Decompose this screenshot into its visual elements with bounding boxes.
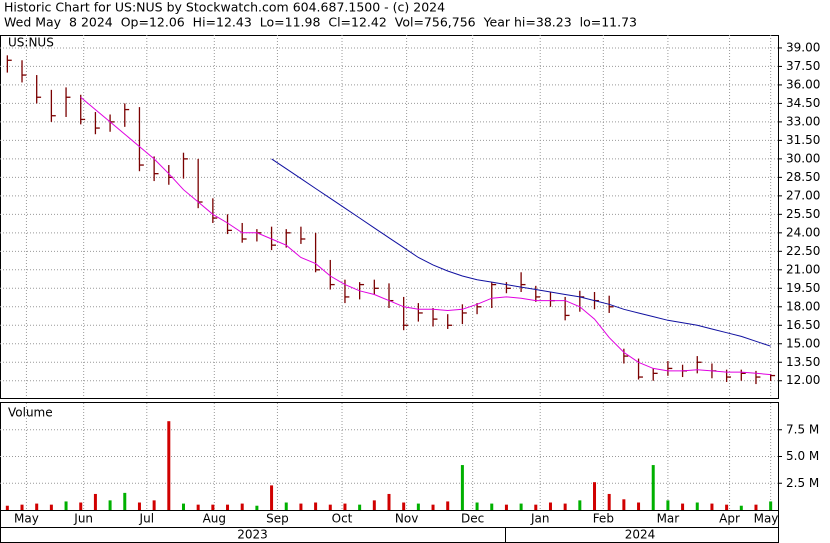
volume-bar (49, 504, 53, 510)
y-tick-label: 30.00 (786, 151, 820, 165)
y-tick-label: 25.50 (786, 207, 820, 221)
y-tick-label: 2.5 M (786, 476, 819, 490)
volume-bar (754, 504, 758, 510)
volume-bar (446, 501, 450, 510)
x-tick-label: May (754, 512, 779, 526)
year-label: 2024 (625, 528, 656, 542)
volume-bar (299, 503, 303, 510)
volume-bar (93, 493, 97, 510)
volume-bar (431, 504, 435, 510)
volume-bar (681, 503, 685, 510)
volume-bar (725, 504, 729, 510)
chart-subtitle: Wed May 8 2024 Op=12.06 Hi=12.43 Lo=11.9… (4, 15, 637, 30)
volume-bar (226, 504, 230, 510)
volume-bar (79, 502, 83, 510)
volume-bar (108, 500, 112, 510)
y-tick-label: 16.50 (786, 318, 820, 332)
moving-average (80, 96, 771, 376)
volume-bar (358, 504, 362, 510)
y-tick-label: 21.00 (786, 262, 820, 276)
x-tick-label: Aug (203, 512, 226, 526)
volume-bar (211, 504, 215, 510)
volume-bar (769, 501, 773, 510)
volume-bar (710, 503, 714, 510)
year-label: 2023 (237, 528, 268, 542)
volume-bar (416, 503, 420, 510)
y-tick-label: 18.00 (786, 299, 820, 313)
y-tick-label: 39.00 (786, 40, 820, 54)
volume-bar (490, 503, 494, 510)
volume-bar (314, 502, 318, 510)
x-tick-label: Sep (266, 512, 289, 526)
volume-bar (666, 500, 670, 510)
x-tick-label: Oct (332, 512, 353, 526)
volume-bar (534, 504, 538, 510)
x-tick-label: Dec (461, 512, 484, 526)
y-tick-label: 33.00 (786, 114, 820, 128)
volume-bar (578, 500, 582, 510)
volume-bar (5, 505, 9, 510)
volume-bar (270, 485, 274, 510)
volume-bar (548, 502, 552, 510)
volume-bar (64, 501, 68, 510)
volume-bar (519, 503, 523, 510)
y-tick-label: 28.50 (786, 170, 820, 184)
volume-bar (167, 421, 171, 510)
price-frame (0, 35, 779, 399)
volume-bar (460, 465, 464, 510)
volume-bar (402, 502, 406, 510)
volume-bar (739, 505, 743, 510)
volume-bar (196, 504, 200, 510)
x-tick-label: Apr (719, 512, 740, 526)
y-tick-label: 34.50 (786, 96, 820, 110)
x-tick-label: Jan (530, 512, 550, 526)
volume-title: Volume (8, 406, 53, 420)
volume-bar (387, 493, 391, 510)
volume-bar (563, 503, 567, 510)
volume-bar (607, 493, 611, 510)
x-tick-label: Mar (657, 512, 680, 526)
volume-bar (35, 503, 39, 510)
y-tick-label: 27.00 (786, 188, 820, 202)
volume-bar (637, 502, 641, 510)
x-tick-label: Feb (593, 512, 614, 526)
y-tick-label: 31.50 (786, 133, 820, 147)
volume-bar (622, 499, 626, 510)
volume-bar (255, 505, 259, 510)
y-tick-label: 22.50 (786, 244, 820, 258)
volume-bar (593, 482, 597, 510)
chart-title: Historic Chart for US:NUS by Stockwatch.… (4, 0, 445, 15)
volume-bar (20, 504, 24, 510)
x-tick-label: May (14, 512, 39, 526)
volume-bar (240, 503, 244, 510)
volume-bar (328, 504, 332, 510)
y-tick-label: 24.00 (786, 225, 820, 239)
volume-bar (695, 502, 699, 510)
symbol-label: US:NUS (8, 36, 54, 50)
volume-bar (152, 500, 156, 510)
volume-bar (343, 503, 347, 510)
y-tick-label: 13.50 (786, 355, 820, 369)
volume-bar (181, 503, 185, 510)
y-tick-label: 36.00 (786, 77, 820, 91)
volume-bar (372, 500, 376, 510)
volume-bar (137, 502, 141, 510)
y-tick-label: 7.5 M (786, 422, 819, 436)
y-tick-label: 12.00 (786, 373, 820, 387)
volume-bar (504, 504, 508, 510)
y-tick-label: 15.00 (786, 336, 820, 350)
x-tick-label: Nov (395, 512, 418, 526)
x-tick-label: Jun (73, 512, 93, 526)
moving-average (271, 158, 771, 347)
y-tick-label: 5.0 M (786, 449, 819, 463)
volume-bar (123, 492, 127, 510)
volume-bar (284, 502, 288, 510)
x-tick-label: Jul (139, 512, 154, 526)
volume-bar (651, 465, 655, 510)
y-tick-label: 37.50 (786, 59, 820, 73)
volume-bar (475, 502, 479, 510)
y-tick-label: 19.50 (786, 281, 820, 295)
